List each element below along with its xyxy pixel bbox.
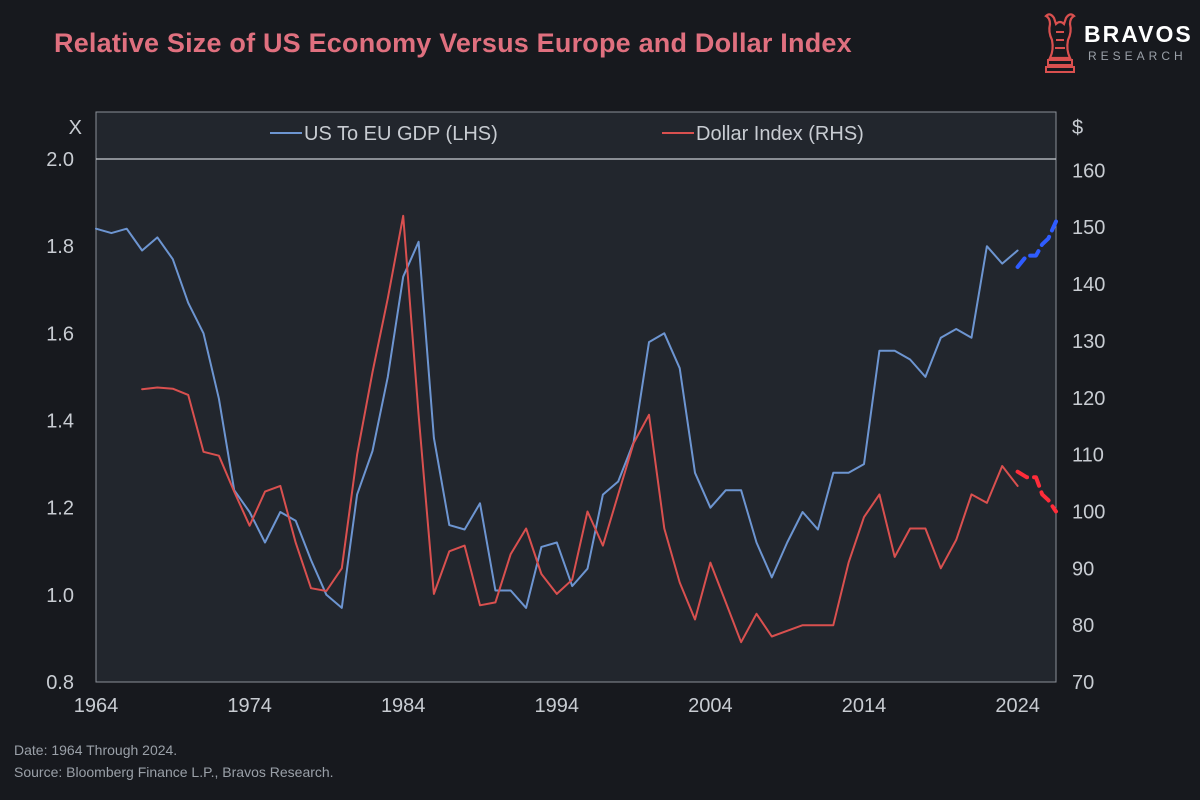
- legend-label-dollar: Dollar Index (RHS): [696, 123, 864, 145]
- dollar-index-line: [141, 214, 1019, 644]
- x-tick: 1984: [381, 695, 426, 717]
- left-y-tick: 1.2: [46, 498, 74, 520]
- x-tick: 2004: [688, 695, 733, 717]
- right-y-tick: 110: [1072, 445, 1104, 467]
- left-y-tick: 1.0: [46, 585, 74, 607]
- right-y-tick: 140: [1072, 274, 1105, 296]
- legend-label-gdp: US To EU GDP (LHS): [304, 123, 498, 145]
- left-y-tick: 2.0: [46, 149, 74, 171]
- right-y-tick: 70: [1072, 672, 1094, 694]
- plot-area: [95, 111, 1057, 683]
- left-y-tick: 0.8: [46, 672, 74, 694]
- right-y-tick: 130: [1072, 331, 1105, 353]
- left-axis-unit: X: [69, 117, 82, 139]
- chart-title: Relative Size of US Economy Versus Europ…: [54, 28, 852, 58]
- us-eu-gdp-line: [95, 227, 1019, 609]
- right-y-tick: 120: [1072, 388, 1105, 410]
- bravos-logo: BRAVOS RESEARCH: [1040, 10, 1193, 76]
- right-y-tick: 150: [1072, 217, 1105, 239]
- right-y-tick: 90: [1072, 558, 1094, 580]
- left-y-tick: 1.8: [46, 236, 74, 258]
- logo-subtitle: RESEARCH: [1088, 49, 1187, 63]
- x-tick: 1994: [535, 695, 580, 717]
- logo-wordmark: BRAVOS: [1084, 21, 1193, 47]
- x-tick: 2014: [842, 695, 887, 717]
- dollar-forecast-line: [1015, 469, 1058, 514]
- right-y-tick: 80: [1072, 615, 1094, 637]
- x-tick: 1964: [74, 695, 119, 717]
- gdp-forecast-line: [1015, 219, 1058, 269]
- right-axis-unit: $: [1072, 117, 1083, 139]
- left-y-tick: 1.4: [46, 411, 74, 433]
- x-tick: 1974: [227, 695, 272, 717]
- right-y-tick: 160: [1072, 160, 1105, 182]
- footer-source: Source: Bloomberg Finance L.P., Bravos R…: [14, 764, 334, 780]
- bull-knight-icon: [1044, 13, 1076, 73]
- x-tick: 2024: [995, 695, 1040, 717]
- left-y-tick: 1.6: [46, 323, 74, 345]
- right-y-tick: 100: [1072, 501, 1105, 523]
- footer-date: Date: 1964 Through 2024.: [14, 742, 178, 758]
